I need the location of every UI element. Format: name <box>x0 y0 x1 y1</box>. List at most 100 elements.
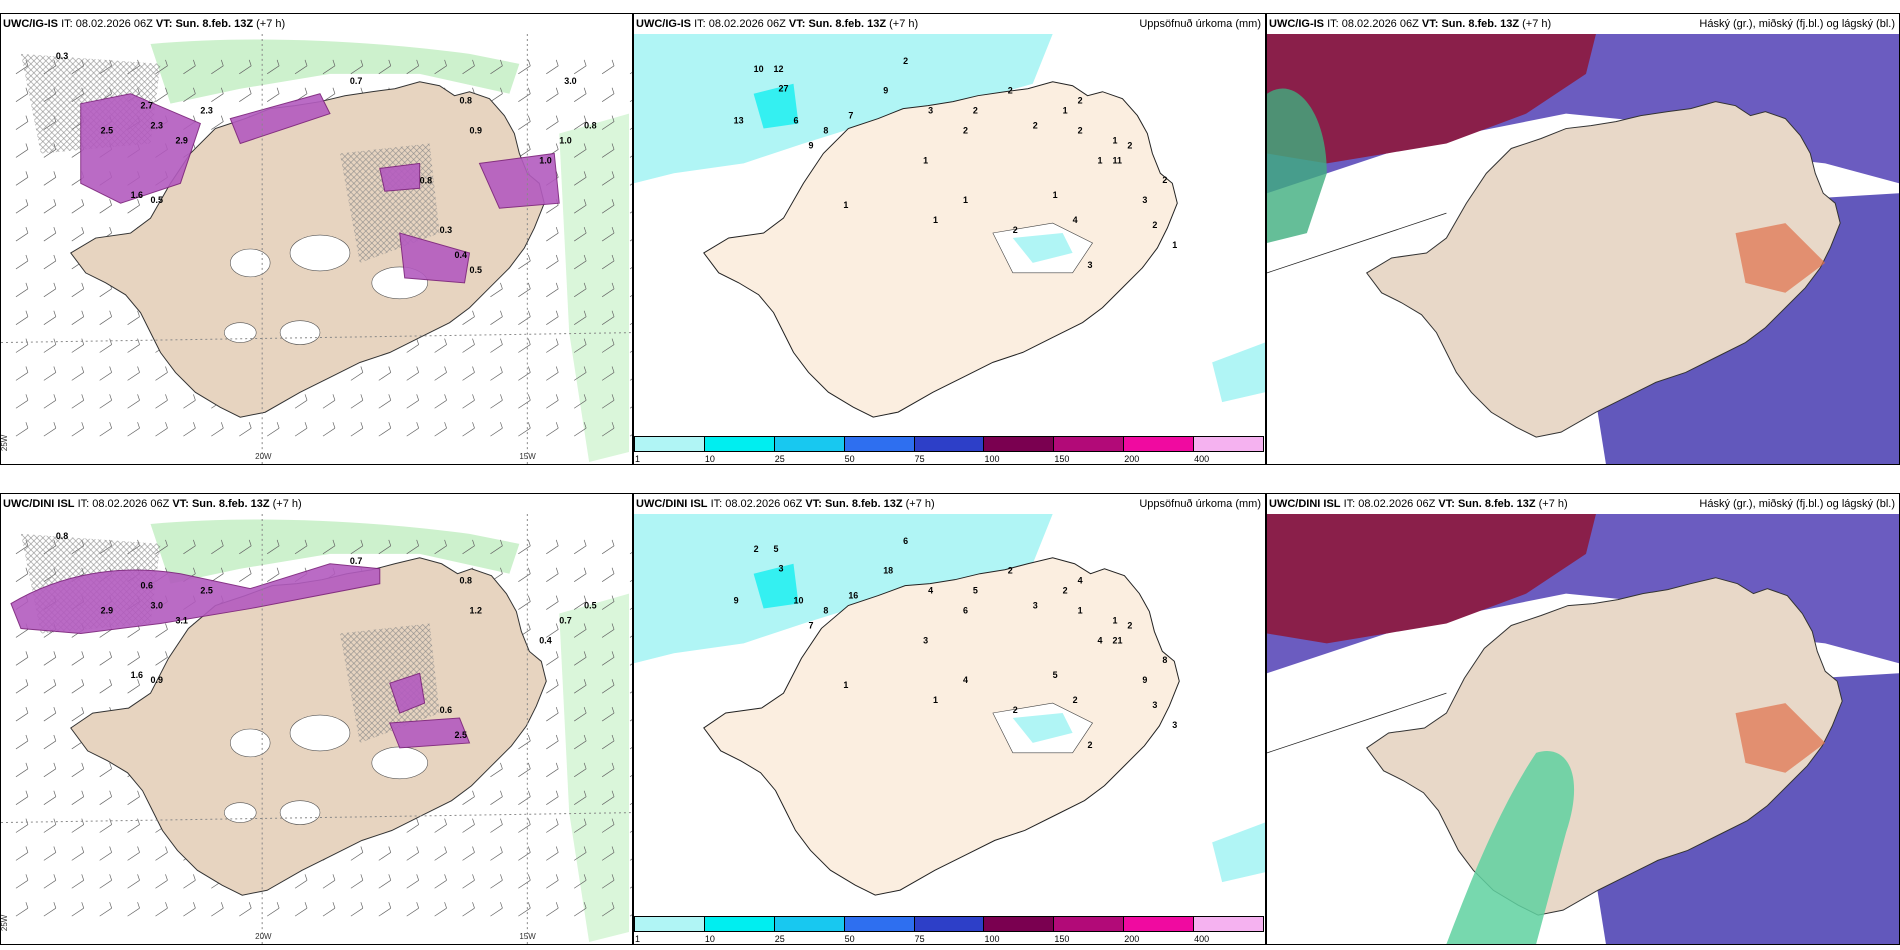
precip-value-label: 3 <box>779 564 784 574</box>
wind-barb <box>573 226 587 242</box>
wind-barb <box>434 818 447 833</box>
precip-value-label: 1 <box>933 695 938 705</box>
wind-value-label: 0.8 <box>460 96 472 106</box>
wind-barb <box>546 226 559 242</box>
colorbar-cell <box>1123 436 1195 452</box>
wind-barb <box>601 706 615 722</box>
panel-header: UWC/IG-IS IT: 08.02.2026 06Z VT: Sun. 8.… <box>1 14 632 34</box>
colorbar-label: 400 <box>1194 454 1210 464</box>
cloud-map[interactable] <box>1267 514 1899 944</box>
wind-map[interactable]: 20W 15W 25W 0.3 2.7 2.3 2.9 2.5 2.3 1.6 0.5 0.7 0.8 0… <box>1 34 632 464</box>
wind-barb <box>518 790 531 805</box>
wind-barb <box>462 310 475 325</box>
wind-barb <box>601 846 615 861</box>
wind-barb <box>490 394 503 409</box>
wind-barb <box>406 874 420 889</box>
wind-barb <box>99 310 112 325</box>
colorbar-cell <box>703 916 775 932</box>
wind-barb <box>43 874 57 889</box>
wind-barb <box>99 790 112 805</box>
wind-value-label: 2.9 <box>175 135 187 145</box>
colorbar-cell <box>1053 916 1125 932</box>
precip-map[interactable]: 2 10 12 13 27 7 9 6 8 9 3 2 2 2 1 2 1 2 1 2 2 11 3 2 2 1 1 4 3 2 1 1 1 1 <box>634 34 1265 434</box>
wind-barb <box>518 734 531 750</box>
wind-barb <box>211 422 224 437</box>
colorbar-cell <box>773 916 845 932</box>
wind-barb <box>294 539 308 555</box>
wind-barb <box>490 762 503 778</box>
wind-barb <box>350 874 364 889</box>
wind-barb <box>518 87 531 102</box>
wind-map[interactable]: 20W 15W 25W 0.8 0.6 3.0 3.1 2.9 2.5 1.6 0.9 0.7 0.8 1… <box>1 514 632 944</box>
wind-barb <box>43 422 57 437</box>
wind-barb <box>490 846 503 861</box>
wind-value-label: 2.5 <box>455 730 467 740</box>
precip-value-label: 3 <box>1088 260 1093 270</box>
wind-barb <box>43 338 57 353</box>
wind-barb <box>99 874 112 889</box>
wind-barb <box>43 818 57 833</box>
wind-barb <box>490 366 503 381</box>
wind-barb <box>406 394 420 409</box>
wind-barb <box>601 171 615 186</box>
wind-barb <box>99 366 112 381</box>
wind-barb <box>71 366 85 381</box>
wind-barb <box>43 282 57 298</box>
precip-value-label: 4 <box>1073 215 1078 225</box>
wind-value-label: 0.5 <box>151 195 163 205</box>
precip-field <box>753 83 799 129</box>
wind-barb <box>155 874 168 889</box>
precip-value-label: 6 <box>963 606 968 616</box>
precip-value-label: 8 <box>1162 655 1167 665</box>
precip-value-label: 2 <box>973 106 978 116</box>
wind-barb <box>127 394 140 409</box>
wind-barb <box>127 818 140 833</box>
wind-barb <box>573 595 587 610</box>
wind-barb <box>546 651 559 666</box>
wind-barb <box>518 282 531 298</box>
wind-barb <box>155 422 168 437</box>
wind-barb <box>518 338 531 353</box>
wind-barb <box>518 115 531 130</box>
wind-barb <box>183 422 196 437</box>
wind-barb <box>239 87 252 102</box>
colorbar-label: 75 <box>914 934 925 944</box>
precip-value-label: 2 <box>754 544 759 554</box>
precip-band <box>150 519 520 584</box>
cloud-map[interactable] <box>1267 34 1899 464</box>
wind-barb <box>573 254 587 270</box>
wind-value-label: 0.3 <box>56 51 68 61</box>
wind-barb <box>71 902 85 917</box>
wind-barb <box>239 567 252 582</box>
precip-value-label: 12 <box>774 64 784 74</box>
colorbar-label: 25 <box>774 454 785 464</box>
precip-field <box>634 34 1053 184</box>
wind-barb <box>601 734 615 750</box>
wind-value-label: 0.6 <box>440 705 452 715</box>
wind-barb <box>266 539 280 555</box>
panel-ig-clouds: UWC/IG-IS IT: 08.02.2026 06Z VT: Sun. 8.… <box>1266 13 1900 465</box>
wind-barb <box>601 623 615 638</box>
wind-barb <box>518 254 531 270</box>
wind-barb <box>546 254 559 270</box>
wind-barb <box>573 567 587 582</box>
precip-field <box>1012 233 1073 263</box>
wind-barb <box>406 902 420 917</box>
wind-barb <box>322 394 336 409</box>
wind-barb <box>573 790 587 805</box>
precip-value-label: 2 <box>1073 695 1078 705</box>
wind-barb <box>239 539 252 555</box>
colorbar-label: 100 <box>984 934 1000 944</box>
precip-map[interactable]: 6 2 5 9 3 16 18 10 8 7 4 6 5 2 2 3 4 1 1 2 4 21 9 8 3 3 5 2 2 2 1 4 3 1 <box>634 514 1265 914</box>
precip-value-label: 1 <box>963 195 968 205</box>
wind-barb <box>546 846 559 861</box>
wind-barb <box>573 394 587 409</box>
precip-value-label: 2 <box>1078 126 1083 136</box>
wind-barb <box>573 143 587 158</box>
lon-label: 15W <box>519 932 536 941</box>
wind-barb <box>601 679 615 694</box>
icing-area <box>10 563 381 634</box>
wind-barb <box>406 59 420 75</box>
colorbar-label: 10 <box>704 934 715 944</box>
wind-barb <box>294 874 308 889</box>
